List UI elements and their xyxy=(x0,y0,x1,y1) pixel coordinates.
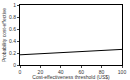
svg-text:80: 80 xyxy=(99,69,105,75)
svg-text:0: 0 xyxy=(13,62,16,68)
svg-text:Probability cost-effective: Probability cost-effective xyxy=(1,8,7,62)
svg-text:Cost-effectiveness threshold (: Cost-effectiveness threshold (US$) xyxy=(32,74,110,80)
svg-text:0.6: 0.6 xyxy=(9,26,16,32)
svg-text:1: 1 xyxy=(13,2,16,8)
svg-text:60: 60 xyxy=(78,69,84,75)
svg-text:0: 0 xyxy=(19,69,22,75)
svg-text:0.4: 0.4 xyxy=(9,38,16,44)
svg-text:0.2: 0.2 xyxy=(9,50,16,56)
svg-text:20: 20 xyxy=(38,69,44,75)
svg-text:100: 100 xyxy=(118,69,127,75)
svg-text:40: 40 xyxy=(58,69,64,75)
svg-text:0.8: 0.8 xyxy=(9,14,16,20)
